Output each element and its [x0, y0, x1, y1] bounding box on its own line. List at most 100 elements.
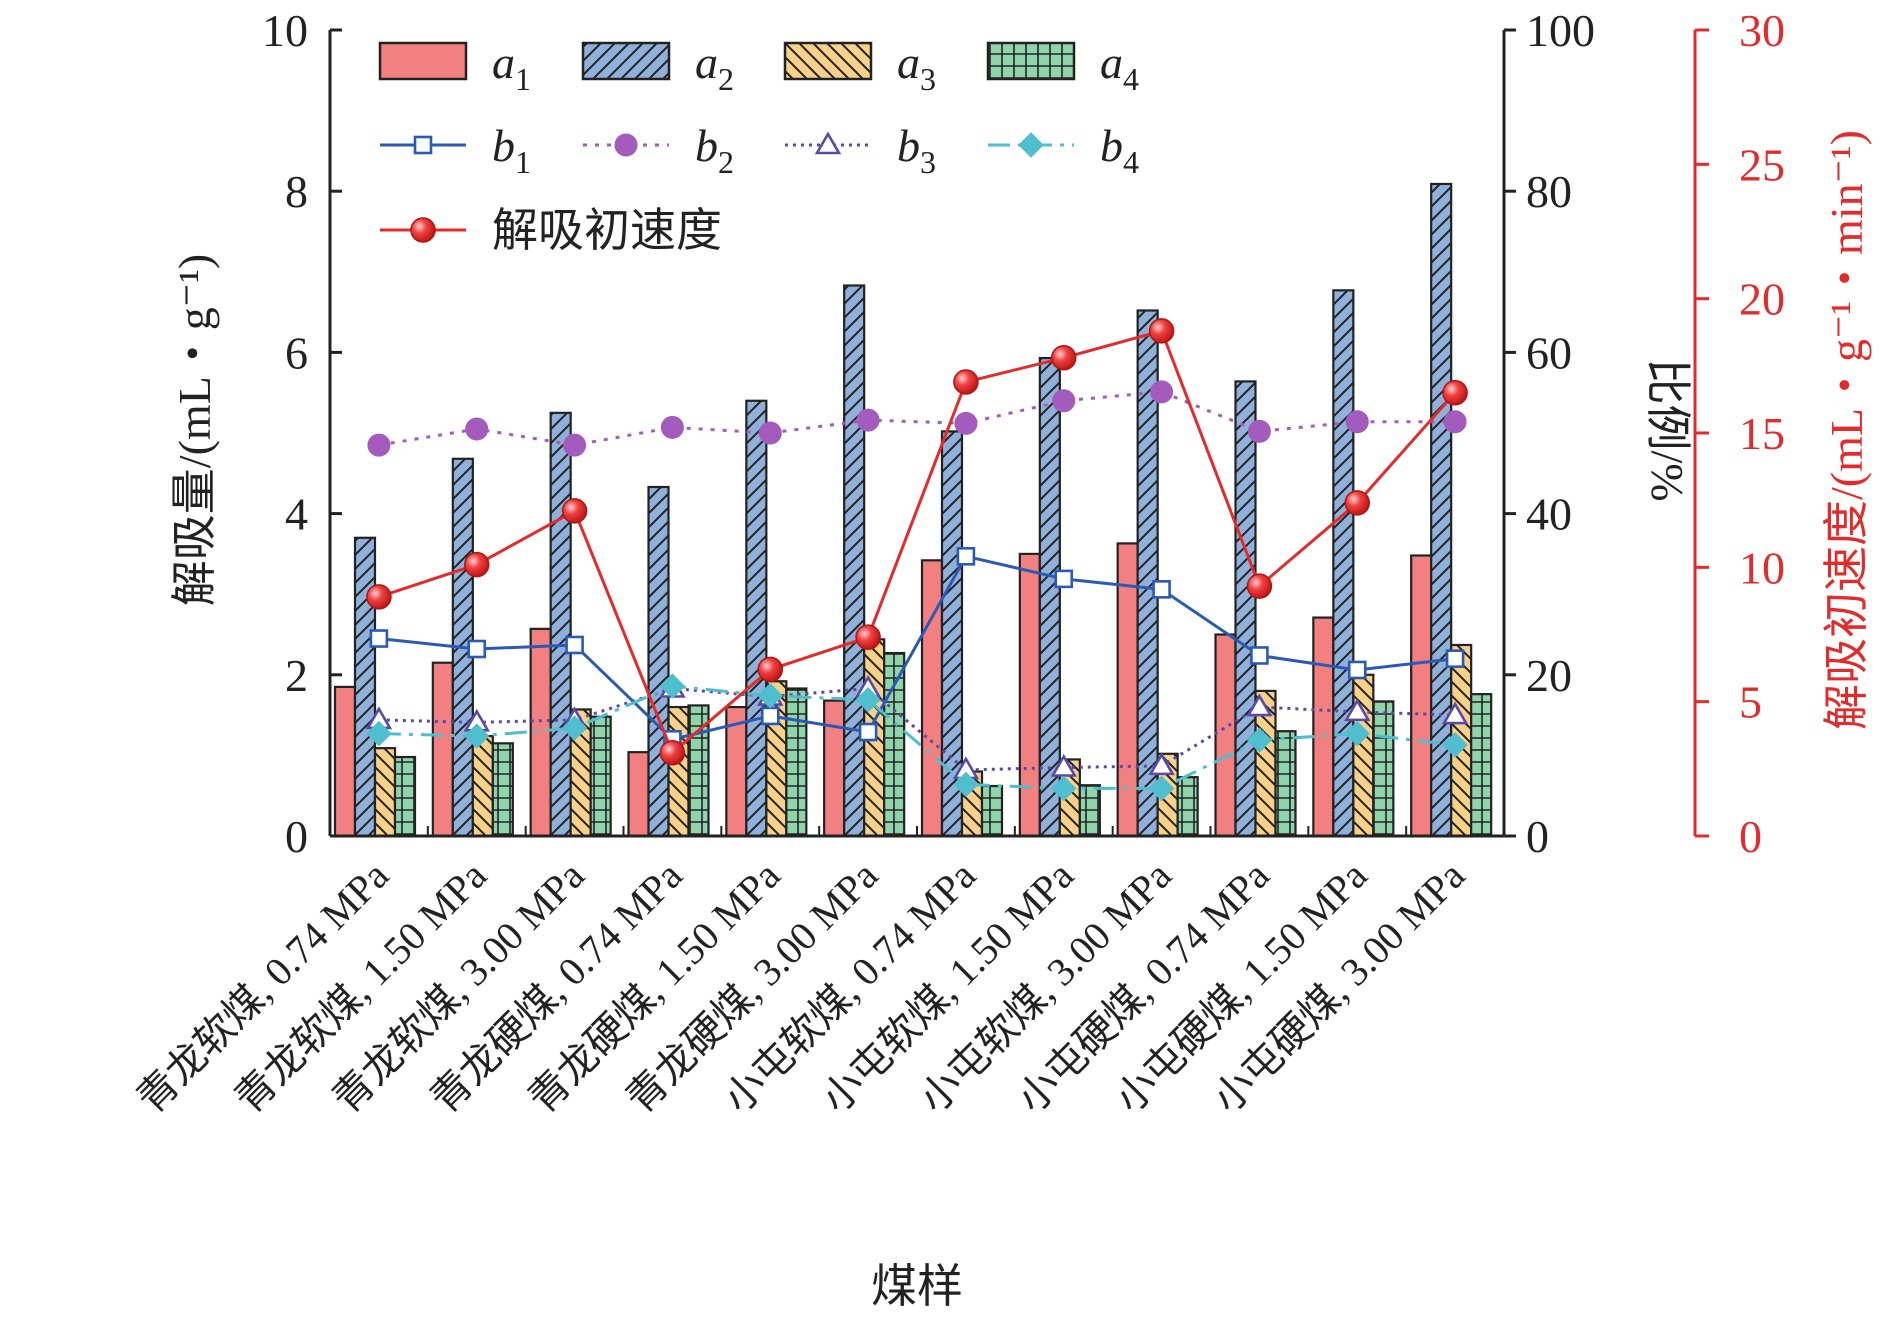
point-initial-rate-3	[561, 498, 588, 524]
point-b3-11	[1343, 698, 1371, 722]
tick-label-right: 25	[1739, 139, 1785, 190]
point-initial-rate-2	[464, 551, 490, 578]
point-initial-rate-7	[953, 369, 979, 395]
point-b2-12	[1443, 410, 1467, 434]
y-axis-mid-title: 比例/%	[1642, 358, 1693, 501]
point-initial-rate-1	[366, 584, 392, 610]
point-b4-7	[953, 771, 979, 798]
legend-swatch-a2	[581, 41, 671, 81]
point-b4-10	[1246, 727, 1273, 753]
tick-label-right: 5	[1739, 677, 1762, 728]
legend-marker-b2	[614, 133, 638, 157]
x-axis-title: 煤样	[871, 1261, 963, 1312]
lines-layer	[365, 318, 1469, 802]
bar-a4-12	[1470, 693, 1493, 838]
point-b2-7	[954, 411, 978, 435]
point-initial-rate-5	[757, 656, 783, 683]
point-b2-4	[660, 415, 684, 439]
tick-label-right: 15	[1739, 408, 1785, 459]
tick-label-mid: 0	[1526, 811, 1549, 862]
point-initial-rate-8	[1051, 345, 1077, 371]
bar-a2-11	[1332, 289, 1355, 838]
point-b4-8	[1051, 775, 1077, 802]
point-b1-1	[369, 629, 389, 648]
point-b4-6	[855, 687, 881, 713]
point-b2-10	[1247, 419, 1271, 443]
tick-label-mid: 100	[1526, 5, 1595, 56]
legend-label-b4: b4	[1100, 120, 1139, 180]
point-b4-4	[659, 673, 686, 699]
bar-a3-2	[471, 734, 494, 838]
point-b2-2	[465, 417, 489, 441]
tick-label-mid: 20	[1526, 650, 1572, 701]
line-b2	[378, 390, 1456, 447]
bar-a4-8	[1078, 784, 1101, 838]
point-b3-10	[1246, 693, 1273, 717]
legend-marker-b4	[1018, 132, 1044, 158]
point-b3-8	[1050, 753, 1078, 777]
bar-a4-1	[393, 755, 417, 838]
tick-label-mid: 80	[1526, 166, 1572, 217]
y-axis-right-title: 解吸初速度/(mL・g⁻¹・min⁻¹)	[1821, 130, 1872, 730]
tick-label-right: 30	[1739, 5, 1785, 56]
bar-a1-8	[1018, 552, 1041, 838]
line-b4	[378, 684, 1456, 790]
tick-label-left: 6	[285, 327, 308, 378]
bar-a2-1	[353, 536, 377, 838]
point-b1-12	[1445, 649, 1465, 668]
bar-a4-10	[1274, 730, 1297, 838]
bar-a1-10	[1214, 633, 1237, 838]
tick-label-left: 4	[285, 489, 308, 540]
legend-marker-b1	[413, 135, 433, 155]
bar-a4-2	[491, 742, 514, 838]
tick-label-right: 10	[1739, 542, 1785, 593]
bar-a2-6	[843, 284, 866, 838]
legend-swatch-a1	[378, 41, 468, 81]
tick-label-mid: 40	[1526, 489, 1572, 540]
legend-swatch-a3	[783, 41, 873, 81]
point-b1-3	[565, 635, 584, 655]
legend-label-b3: b3	[897, 120, 936, 180]
point-b2-3	[563, 433, 587, 457]
point-b1-7	[956, 547, 976, 566]
point-b2-9	[1150, 380, 1174, 404]
point-b3-12	[1441, 701, 1469, 725]
bar-a1-12	[1410, 554, 1433, 838]
legend-label-a1: a1	[492, 37, 531, 97]
point-b1-11	[1347, 660, 1367, 680]
tick-label-right: 0	[1739, 811, 1762, 862]
point-initial-rate-11	[1344, 490, 1370, 516]
bar-a2-3	[549, 411, 572, 838]
point-b1-8	[1054, 569, 1074, 589]
line-b1	[378, 554, 1456, 741]
point-b1-2	[467, 639, 487, 659]
point-b2-6	[856, 408, 880, 432]
bar-a3-11	[1352, 673, 1375, 838]
bar-a4-5	[785, 687, 808, 838]
bar-a4-9	[1176, 776, 1199, 838]
point-b4-5	[757, 683, 783, 709]
tick-label-left: 10	[262, 5, 308, 56]
legend-label-b1: b1	[492, 120, 531, 180]
point-b4-1	[366, 720, 392, 747]
point-b4-9	[1148, 775, 1175, 802]
point-b4-2	[464, 723, 490, 749]
bar-a3-1	[373, 747, 397, 838]
bar-a4-6	[883, 651, 906, 838]
point-initial-rate-12	[1442, 379, 1468, 406]
legend-marker-initial-rate	[410, 217, 436, 243]
point-b4-3	[561, 715, 588, 741]
point-initial-rate-10	[1246, 573, 1273, 599]
tick-label-left: 2	[285, 650, 308, 701]
point-initial-rate-9	[1148, 318, 1175, 344]
tick-label-mid: 60	[1526, 327, 1572, 378]
bar-a3-4	[667, 705, 690, 838]
bar-a2-4	[647, 485, 670, 838]
bar-a4-11	[1372, 700, 1395, 838]
bar-a1-1	[333, 685, 357, 838]
bar-a1-11	[1312, 616, 1335, 838]
bar-a2-10	[1234, 380, 1257, 838]
bar-a2-12	[1430, 182, 1453, 838]
